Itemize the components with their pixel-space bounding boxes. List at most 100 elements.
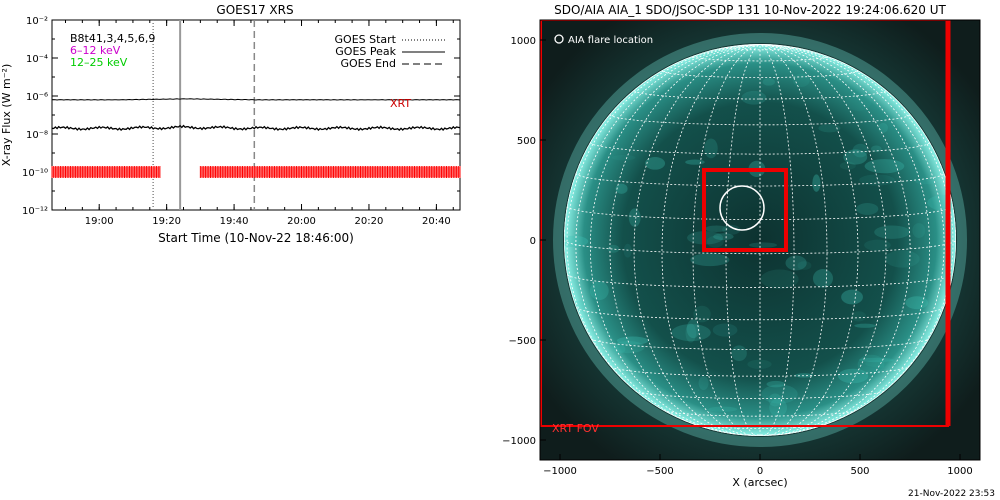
goes-y-tick-label: 10⁻¹⁰ <box>22 168 48 179</box>
legend-circle-icon <box>554 34 564 44</box>
active-region-patch <box>698 376 709 391</box>
aia-x-axis: −1000 −500 0 500 1000 <box>543 454 973 477</box>
longitude-line <box>692 44 761 436</box>
active-region-patch <box>839 161 856 170</box>
active-region-patch <box>818 124 841 133</box>
active-region-patch <box>905 296 928 310</box>
aia-x-tick-label: −500 <box>646 466 673 477</box>
legend-goes-peak: GOES Peak <box>335 45 396 58</box>
legend-flare-location: AIA flare location <box>568 35 653 46</box>
active-region-patch <box>671 324 711 342</box>
active-region-patch <box>864 159 905 174</box>
legend-item-12-25kev: 12–25 keV <box>70 56 128 69</box>
longitude-line <box>725 44 761 436</box>
active-region-patch <box>685 159 705 165</box>
active-region-patch <box>859 174 895 186</box>
goes-x-tick-label: 20:40 <box>422 216 451 227</box>
longitude-line <box>759 44 887 436</box>
solar-limb-glow <box>553 33 967 447</box>
active-region-patch <box>837 368 869 384</box>
solar-disk <box>564 44 956 436</box>
active-region-patch <box>792 73 810 88</box>
active-region-patch <box>856 202 879 215</box>
active-region-patch <box>857 354 885 375</box>
aia-x-tick-label: 1000 <box>947 466 972 477</box>
longitude-line <box>633 44 761 436</box>
active-region-patch <box>841 289 863 305</box>
goes-chart: GOES17 XRS 10⁻¹² 10⁻¹⁰ 10⁻⁸ 10⁻⁶ 10⁻⁴ 10⁻² 19… <box>0 3 461 245</box>
active-region-patch <box>878 122 888 133</box>
active-region-patch <box>760 269 799 289</box>
goes-y-tick-label: 10⁻⁶ <box>26 92 48 103</box>
longitude-line <box>759 44 859 436</box>
goes-legend-left: B8t41,3,4,5,6,9 6–12 keV 12–25 keV <box>70 32 155 69</box>
goes-x-tick-label: 19:20 <box>152 216 181 227</box>
longitude-line <box>661 44 761 436</box>
active-region-patch <box>712 323 738 337</box>
aia-y-tick-label: −1000 <box>502 436 536 447</box>
active-region-patch <box>843 149 868 165</box>
active-region-patch <box>623 243 632 258</box>
goes-series-line <box>51 98 461 101</box>
active-region-patch <box>690 253 730 267</box>
goes-y-tick-label: 10⁻² <box>26 16 48 27</box>
active-region-patch <box>912 223 926 238</box>
latitude-line <box>725 47 795 51</box>
active-region-patch <box>607 244 620 253</box>
legend-item-6-12kev: 6–12 keV <box>70 44 121 57</box>
active-region-patch <box>812 268 834 288</box>
legend-item-channels: B8t41,3,4,5,6,9 <box>70 32 155 45</box>
aia-x-tick-label: 0 <box>757 466 763 477</box>
active-region-patch <box>616 336 649 345</box>
legend-goes-end: GOES End <box>340 57 396 70</box>
active-region-patch <box>785 255 807 271</box>
longitude-line <box>609 44 761 435</box>
aia-y-axis: −1000 −500 0 500 1000 <box>502 36 546 447</box>
active-region-patch <box>749 242 777 248</box>
active-region-patch <box>693 305 711 323</box>
legend-goes-start: GOES Start <box>335 33 397 46</box>
flare-location-circle <box>719 185 765 231</box>
active-region-patch <box>885 250 920 268</box>
aia-y-tick-label: 0 <box>530 236 536 247</box>
active-region-patch <box>870 145 882 153</box>
longitude-line <box>759 44 945 433</box>
goes-y-tick-label: 10⁻¹² <box>22 206 48 217</box>
aia-flare-box <box>702 168 788 252</box>
goes-x-tick-label: 19:40 <box>220 216 249 227</box>
latitude-line <box>692 56 828 62</box>
active-region-patch <box>645 157 666 170</box>
active-region-patch <box>761 384 798 404</box>
latitude-line <box>610 366 910 377</box>
active-region-patch <box>766 380 786 388</box>
active-region-patch <box>731 345 747 362</box>
active-region-patch <box>747 359 772 369</box>
goes-legend-right: GOES Start GOES Peak GOES End <box>335 33 445 70</box>
generation-timestamp: 21-Nov-2022 23:53 <box>908 489 995 499</box>
longitude-line <box>759 44 828 436</box>
xrt-coverage <box>51 166 461 178</box>
goes-series-line <box>51 124 461 132</box>
aia-x-axis-label: X (arcsec) <box>732 476 787 489</box>
aia-image-panel: SDO/AIA AIA_1 SDO/JSOC-SDP 131 10-Nov-20… <box>502 3 981 489</box>
active-region-patch <box>762 78 776 86</box>
longitude-line <box>759 44 931 435</box>
active-region-patch <box>722 224 741 235</box>
active-region-patch <box>705 225 728 232</box>
active-region-patch <box>611 154 636 161</box>
goes-x-axis-label: Start Time (10-Nov-22 18:46:00) <box>158 231 354 245</box>
aia-y-tick-label: −500 <box>509 336 536 347</box>
aia-y-tick-label: 1000 <box>511 36 536 47</box>
longitude-line <box>589 44 761 435</box>
goes-y-axis: 10⁻¹² 10⁻¹⁰ 10⁻⁸ 10⁻⁶ 10⁻⁴ 10⁻² <box>22 16 460 217</box>
aia-image-title: SDO/AIA AIA_1 SDO/JSOC-SDP 131 10-Nov-20… <box>554 3 946 17</box>
active-region-patch <box>768 393 782 407</box>
longitude-line <box>759 44 911 435</box>
heliographic-grid <box>564 44 956 436</box>
active-region-patch <box>845 92 872 111</box>
longitude-line <box>566 44 761 420</box>
longitude-line <box>759 44 795 436</box>
aia-y-tick-label: 500 <box>517 136 536 147</box>
longitude-line <box>575 44 761 433</box>
active-region-patch <box>628 208 641 227</box>
